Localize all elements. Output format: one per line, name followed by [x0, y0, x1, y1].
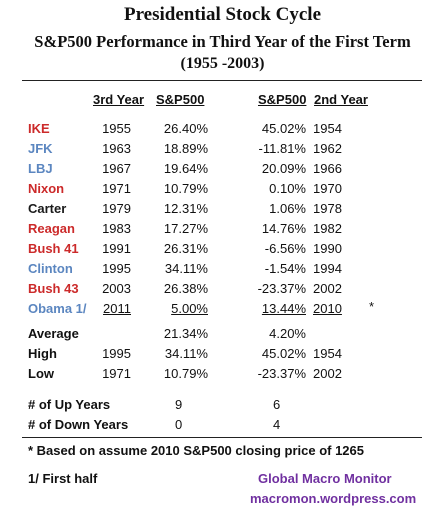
president-name: Bush 41 — [28, 241, 79, 256]
third-year-value: 1955 — [102, 121, 131, 136]
stat-sp500-second: 45.02% — [261, 346, 306, 361]
sp500-second-year-return: 13.44% — [261, 301, 306, 316]
second-year-value: 1954 — [313, 121, 342, 136]
president-name: Bush 43 — [28, 281, 79, 296]
sp500-third-year-return: 26.38% — [163, 281, 208, 296]
header-third-year: 3rd Year — [93, 92, 145, 107]
second-year-value: 1970 — [313, 181, 342, 196]
page-title: Presidential Stock Cycle — [123, 4, 321, 25]
sp500-second-year-return: 14.76% — [261, 221, 306, 236]
count-second-year: 4 — [273, 417, 281, 432]
stat-sp500-second: 4.20% — [269, 326, 306, 341]
asterisk-mark: * — [369, 299, 375, 314]
third-year-value: 1983 — [102, 221, 131, 236]
sp500-third-year-return: 18.89% — [163, 141, 208, 156]
second-year-value: 1994 — [313, 261, 342, 276]
sp500-third-year-return: 19.64% — [163, 161, 208, 176]
president-name: Obama 1/ — [28, 301, 87, 316]
stat-third-year: 1995 — [102, 346, 131, 361]
sp500-second-year-return: 1.06% — [269, 201, 306, 216]
third-year-value: 2003 — [102, 281, 131, 296]
count-label: # of Up Years — [28, 397, 111, 412]
stat-sp500-second: -23.37% — [257, 366, 306, 381]
third-year-value: 1979 — [102, 201, 131, 216]
sp500-second-year-return: -6.56% — [264, 241, 306, 256]
second-year-value: 1966 — [313, 161, 342, 176]
sp500-second-year-return: 45.02% — [261, 121, 306, 136]
header-sp500-second: S&P500 — [258, 92, 307, 107]
third-year-value: 1991 — [102, 241, 131, 256]
header-second-year: 2nd Year — [314, 92, 368, 107]
count-third-year: 9 — [175, 397, 183, 412]
second-year-value: 1990 — [313, 241, 342, 256]
stat-sp500-third: 34.11% — [164, 346, 208, 361]
footnote-divider — [22, 437, 422, 438]
sp500-second-year-return: -1.54% — [264, 261, 306, 276]
stat-second-year: 2002 — [313, 366, 342, 381]
president-name: Clinton — [28, 261, 73, 276]
brand-name: Global Macro Monitor — [258, 471, 392, 486]
second-year-value: 2010 — [313, 301, 342, 316]
third-year-value: 1963 — [102, 141, 131, 156]
second-year-value: 2002 — [313, 281, 342, 296]
sp500-second-year-return: -23.37% — [257, 281, 306, 296]
second-year-value: 1982 — [313, 221, 342, 236]
stat-label: High — [28, 346, 57, 361]
sp500-second-year-return: 20.09% — [261, 161, 306, 176]
brand-url: macromon.wordpress.com — [250, 491, 417, 506]
sp500-third-year-return: 26.40% — [163, 121, 208, 136]
stat-sp500-third: 10.79% — [163, 366, 208, 381]
sp500-second-year-return: -11.81% — [258, 141, 306, 156]
title-divider — [22, 80, 422, 81]
header-sp500-third: S&P500 — [156, 92, 205, 107]
third-year-value: 1967 — [102, 161, 131, 176]
second-year-value: 1962 — [313, 141, 342, 156]
stat-label: Low — [28, 366, 54, 381]
sp500-second-year-return: 0.10% — [269, 181, 306, 196]
president-name: LBJ — [28, 161, 53, 176]
stat-third-year: 1971 — [102, 366, 131, 381]
second-year-value: 1978 — [313, 201, 342, 216]
stat-sp500-third: 21.34% — [163, 326, 208, 341]
count-second-year: 6 — [273, 397, 281, 412]
footnote-assumption: * Based on assume 2010 S&P500 closing pr… — [28, 443, 364, 458]
page-subtitle: S&P500 Performance in Third Year of the … — [34, 32, 411, 51]
stat-label: Average — [28, 326, 79, 341]
sp500-third-year-return: 10.79% — [163, 181, 208, 196]
sp500-third-year-return: 26.31% — [163, 241, 208, 256]
president-name: Reagan — [28, 221, 75, 236]
count-third-year: 0 — [175, 417, 183, 432]
third-year-value: 1971 — [102, 181, 131, 196]
third-year-value: 1995 — [102, 261, 131, 276]
president-name: JFK — [28, 141, 53, 156]
stat-second-year: 1954 — [313, 346, 342, 361]
sp500-third-year-return: 17.27% — [163, 221, 208, 236]
third-year-value: 2011 — [103, 301, 131, 316]
sp500-third-year-return: 12.31% — [163, 201, 208, 216]
president-name: Carter — [28, 201, 67, 216]
date-range: (1955 -2003) — [180, 55, 265, 72]
footnote-first-half: 1/ First half — [28, 471, 98, 486]
president-name: IKE — [28, 121, 50, 136]
president-name: Nixon — [28, 181, 65, 196]
sp500-third-year-return: 5.00% — [171, 301, 208, 316]
sp500-third-year-return: 34.11% — [164, 261, 208, 276]
count-label: # of Down Years — [28, 417, 129, 432]
